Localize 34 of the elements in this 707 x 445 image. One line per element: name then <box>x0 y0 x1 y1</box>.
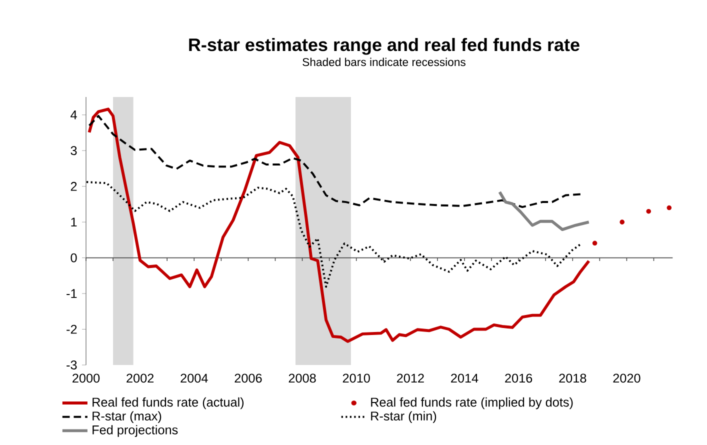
line-series <box>86 181 583 288</box>
legend-label: Fed projections <box>92 425 178 437</box>
x-tick-label: 2010 <box>342 374 370 383</box>
x-tick-label: 2006 <box>234 374 262 383</box>
line-series <box>88 114 582 208</box>
chart-title: R-star estimates range and real fed funds rate <box>189 38 580 55</box>
legend-label: R-star (min) <box>371 411 436 424</box>
y-tick-label: -2 <box>66 324 77 334</box>
point <box>666 205 672 210</box>
y-tick-label: 3 <box>70 146 77 156</box>
x-tick-label: 2014 <box>451 374 478 383</box>
x-tick-label: 2000 <box>72 374 100 383</box>
y-tick-label: 4 <box>70 110 77 120</box>
y-tick-label: -1 <box>66 289 77 298</box>
legend-label: Real fed funds rate (implied by dots) <box>371 397 573 410</box>
y-tick-label: 1 <box>71 218 77 226</box>
x-tick-label: 2002 <box>126 374 154 383</box>
x-tick-label: 2018 <box>559 374 586 383</box>
point <box>592 240 598 246</box>
x-tick-label: 2012 <box>396 374 424 383</box>
y-tick-label: 2 <box>70 182 77 191</box>
chart-subtitle: Shaded bars indicate recessions <box>302 58 466 66</box>
y-tick-label: 0 <box>70 253 77 262</box>
x-tick-label: 2008 <box>288 374 316 383</box>
legend-label: R-star (max) <box>92 411 162 424</box>
x-tick-label: 2020 <box>613 374 640 383</box>
y-tick-label: -3 <box>66 360 77 370</box>
x-tick-label: 2004 <box>180 374 208 383</box>
point <box>620 220 625 224</box>
point <box>646 208 652 214</box>
line-series <box>498 190 590 232</box>
legend-label: Real fed funds rate (actual) <box>92 397 244 410</box>
x-tick-label: 2016 <box>505 374 532 383</box>
line-series <box>88 108 590 343</box>
